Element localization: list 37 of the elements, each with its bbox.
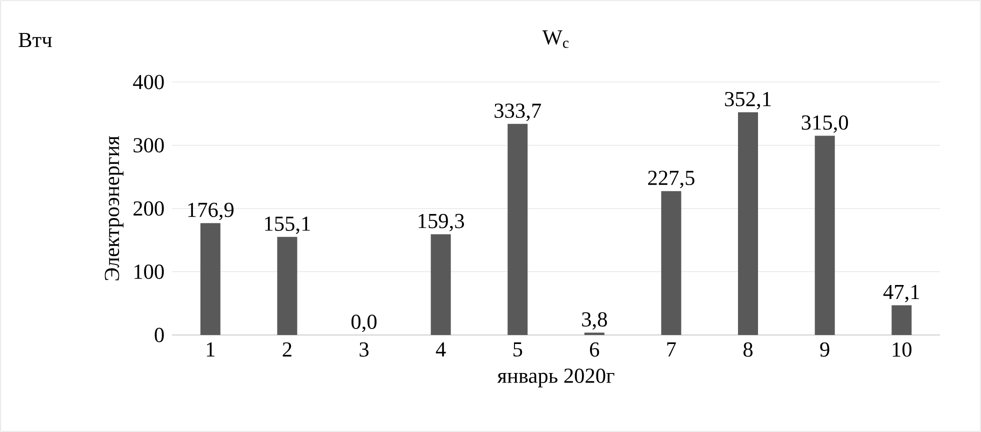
data-label: 352,1 bbox=[725, 92, 771, 110]
data-label: 333,7 bbox=[494, 104, 541, 122]
text: Втч bbox=[18, 32, 52, 48]
data-label: 315,0 bbox=[802, 115, 848, 133]
data-label: 155,1 bbox=[265, 216, 310, 234]
x-tick-label: 9 bbox=[820, 342, 830, 357]
data-label: 0,0 bbox=[351, 314, 377, 332]
data-label: 159,3 bbox=[418, 214, 464, 232]
data-label: 176,9 bbox=[188, 202, 234, 220]
x-tick-label: 10 bbox=[892, 342, 912, 357]
data-label: 227,5 bbox=[648, 170, 694, 188]
y-axis-title: Электроэнергия bbox=[104, 136, 124, 280]
x-tick-label: 5 bbox=[514, 342, 522, 357]
x-tick-label: 4 bbox=[436, 342, 446, 356]
bar bbox=[814, 136, 835, 335]
bar bbox=[661, 191, 682, 335]
x-tick-label: 7 bbox=[667, 342, 676, 356]
bar bbox=[892, 305, 912, 335]
x-tick-label: 2 bbox=[282, 342, 292, 356]
chart-title: W$_{c}$ bbox=[542, 30, 569, 48]
x-tick-label: 3 bbox=[360, 342, 368, 357]
x-tick-label: 6 bbox=[590, 342, 600, 357]
x-tick-label: 8 bbox=[743, 342, 753, 357]
y-tick-label: 100 bbox=[134, 264, 164, 279]
bar bbox=[430, 234, 451, 335]
bar bbox=[508, 124, 528, 335]
x-tick-label: 1 bbox=[206, 342, 214, 356]
y-tick-label: 200 bbox=[134, 201, 164, 216]
bar bbox=[277, 236, 298, 335]
bar bbox=[738, 112, 758, 335]
x-axis-title: январь 2020г bbox=[497, 368, 614, 388]
data-label: 3,8 bbox=[582, 312, 607, 330]
y-tick-label: 400 bbox=[133, 74, 164, 90]
y-tick-label: 300 bbox=[134, 138, 164, 152]
y-tick-label: 0 bbox=[154, 328, 164, 342]
bar bbox=[200, 223, 220, 335]
data-label: 47,1 bbox=[883, 284, 920, 302]
